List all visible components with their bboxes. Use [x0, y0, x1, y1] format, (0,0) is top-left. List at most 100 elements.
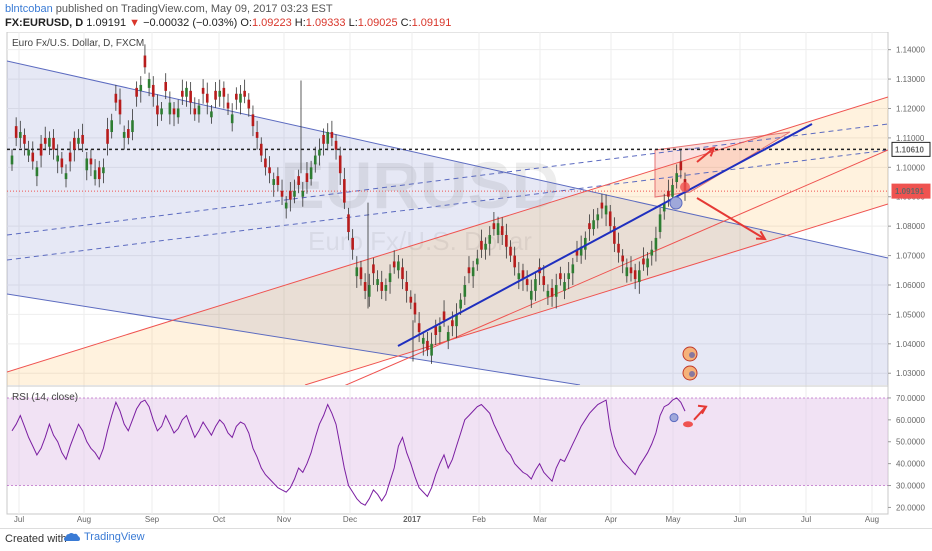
candle-body	[559, 273, 562, 280]
candle-body	[496, 223, 500, 235]
candle-body	[459, 299, 462, 309]
touch-point-marker	[669, 196, 683, 210]
candle-body	[305, 173, 309, 183]
publish-info: blntcoban published on TradingView.com, …	[5, 3, 333, 15]
candle-body	[48, 137, 51, 147]
blue-dashed-line-2[interactable]	[7, 149, 888, 261]
candle-body	[471, 267, 475, 277]
candle-body	[168, 102, 172, 115]
rsi-axis-label: 70.0000	[896, 394, 925, 403]
red-channel-upper-line[interactable]	[7, 96, 888, 373]
rsi-annotations	[669, 404, 708, 428]
candle-body	[164, 82, 168, 91]
candle-body	[542, 276, 546, 285]
candle-body	[197, 105, 201, 115]
tradingview-cloud-icon	[64, 533, 80, 541]
candle-body	[35, 167, 39, 177]
published-text: published on TradingView.com, May 09, 20…	[55, 3, 333, 15]
candle-body	[509, 246, 512, 256]
low-value: 1.09025	[357, 17, 398, 29]
candle-body	[575, 249, 579, 256]
candle-body	[139, 84, 143, 91]
candle-body	[330, 132, 334, 138]
created-with-text: Created with	[5, 533, 67, 545]
rsi-axis[interactable]: 70.0000 60.0000 50.0000 40.0000 30.0000 20.00…	[888, 394, 925, 512]
rsi-axis-label: 60.0000	[896, 416, 925, 425]
candle-body	[583, 237, 587, 250]
price-axis-label: 1.08000	[896, 222, 925, 231]
candle-body	[27, 149, 30, 156]
candle-body	[52, 137, 55, 150]
candle-body	[671, 184, 674, 197]
candle-body	[546, 290, 550, 297]
candle-body	[43, 137, 47, 144]
time-axis-label: Jul	[14, 515, 24, 524]
candle-body	[205, 93, 209, 103]
author-link[interactable]: blntcoban	[5, 3, 53, 15]
candle-body	[151, 84, 155, 97]
candle-body	[363, 282, 367, 291]
price-axis[interactable]: 1.140001.130001.120001.110001.100001.090…	[888, 46, 925, 379]
candle-body	[480, 240, 483, 250]
time-axis[interactable]: Jul Aug Sep Oct Nov Dec 2017 Feb Mar Apr May Jun Jul…	[14, 515, 879, 524]
time-axis-label: 2017	[403, 515, 421, 524]
trendline[interactable]	[397, 123, 813, 347]
candle-body	[118, 99, 122, 115]
candle-body	[517, 273, 521, 280]
candle-body	[14, 126, 18, 138]
price-axis-label: 1.03000	[896, 369, 925, 378]
time-axis-label: May	[665, 515, 680, 524]
rsi-current-marker	[683, 421, 693, 428]
candle-body	[434, 326, 438, 335]
tradingview-brand[interactable]: TradingView	[64, 531, 145, 543]
candle-body	[380, 282, 384, 291]
time-axis-label: Jul	[801, 515, 811, 524]
tradingview-brand-label: TradingView	[84, 531, 145, 543]
high-value: 1.09333	[305, 17, 346, 29]
blue-channel-lower-line[interactable]	[7, 293, 581, 385]
candle-body	[156, 105, 159, 115]
current-price-label: 1.09191	[895, 187, 924, 196]
candle-body	[243, 90, 246, 97]
symbol-label: FX:EURUSD, D	[5, 17, 84, 29]
candle-body	[550, 287, 554, 297]
candle-body	[297, 176, 300, 185]
candle-body	[301, 190, 305, 197]
candle-body	[401, 267, 404, 280]
rsi-pane	[7, 397, 888, 506]
candle-body	[355, 267, 359, 277]
candle-body	[513, 255, 516, 268]
event-icons[interactable]	[682, 346, 698, 381]
candle-body	[376, 279, 379, 285]
arrow-head	[697, 404, 708, 415]
red-channel-lower-line[interactable]	[304, 203, 888, 385]
projection-arrow[interactable]	[696, 197, 766, 240]
candle-body	[64, 173, 68, 180]
rsi-line	[11, 397, 686, 506]
candle-body	[172, 108, 176, 115]
price-axis-label: 1.12000	[896, 104, 925, 113]
candle-body	[488, 234, 492, 244]
rsi-axis-label: 20.0000	[896, 503, 925, 512]
candle-body	[322, 134, 325, 144]
candle-body	[588, 223, 591, 230]
candle-body	[114, 93, 118, 103]
time-axis-label: Sep	[145, 515, 160, 524]
candle-body	[592, 220, 595, 230]
candle-body	[662, 202, 666, 212]
price-axis-label: 1.04000	[896, 340, 925, 349]
candle-body	[617, 243, 620, 253]
rsi-axis-label: 40.0000	[896, 460, 925, 469]
current-point-marker	[680, 182, 690, 192]
rsi-touch-marker	[669, 413, 679, 423]
projection-arrow[interactable]	[696, 147, 715, 163]
candle-body	[388, 273, 392, 283]
candle-body	[492, 223, 496, 230]
candle-body	[247, 99, 251, 109]
chart-canvas[interactable]: EURUSD Euro Fx/U.S. Dollar Euro Fx/U.S. …	[0, 32, 932, 528]
time-axis-label: Aug	[77, 515, 91, 524]
candle-body	[214, 90, 217, 100]
candle-body	[392, 261, 396, 268]
close-value: 1.09191	[411, 17, 452, 29]
watermark-symbol: EURUSD	[281, 148, 560, 222]
